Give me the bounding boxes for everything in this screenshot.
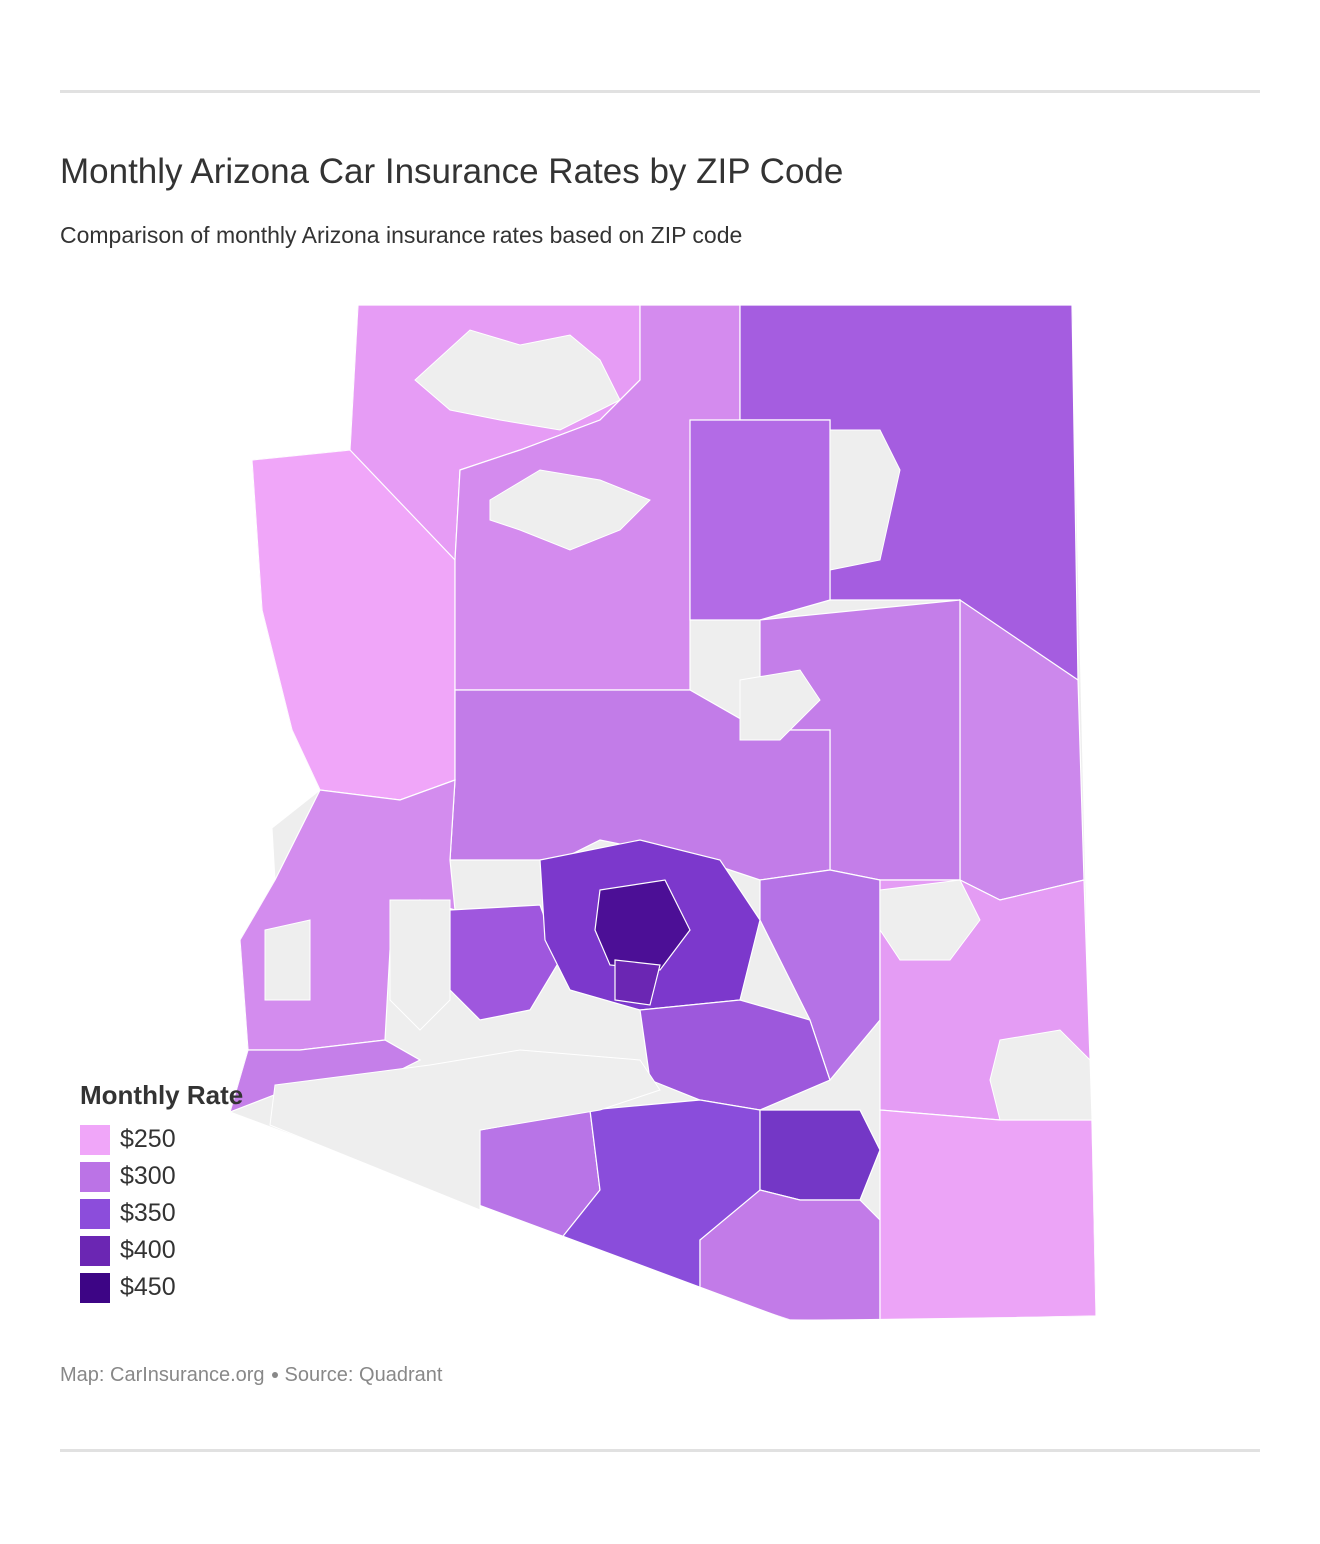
legend-title: Monthly Rate: [80, 1080, 244, 1110]
map-credit: Map: CarInsurance.org: [60, 1364, 265, 1386]
region-tucson: [759, 1109, 881, 1201]
legend-item: $400: [80, 1232, 243, 1269]
map-title: Monthly Arizona Car Insurance Rates by Z…: [60, 152, 844, 191]
region-phoenix-inner: [614, 959, 661, 1006]
bottom-divider: [60, 1449, 1260, 1452]
region-pinal: [639, 999, 831, 1111]
nodata-east: [879, 879, 981, 961]
legend-swatch: [80, 1272, 110, 1303]
legend-label: $450: [120, 1273, 176, 1301]
nodata-west-desert: [264, 919, 311, 1001]
map-subtitle: Comparison of monthly Arizona insurance …: [60, 222, 743, 248]
nodata-north: [414, 329, 621, 431]
region-coconino-east: [689, 419, 831, 621]
legend-item: $300: [80, 1158, 243, 1195]
legend-label: $350: [120, 1199, 176, 1227]
legend-label: $400: [120, 1236, 176, 1264]
nodata-fort-apache: [739, 669, 821, 741]
data-source: Source: Quadrant: [284, 1364, 443, 1386]
legend-swatch: [80, 1161, 110, 1192]
region-cochise: [879, 1109, 1096, 1320]
legend-item: $450: [80, 1269, 243, 1306]
legend-swatch: [80, 1124, 110, 1155]
separator-dot-icon: [271, 1371, 278, 1378]
legend-swatch: [80, 1235, 110, 1266]
legend-swatch: [80, 1198, 110, 1229]
nodata-san-carlos: [989, 1029, 1093, 1121]
legend-label: $250: [120, 1125, 176, 1153]
legend-item: $350: [80, 1195, 243, 1232]
nodata-west-desert-2: [389, 899, 451, 1031]
top-divider: [60, 90, 1260, 93]
map-legend: Monthly Rate $250 $300 $350 $400 $450: [80, 1080, 243, 1306]
legend-label: $300: [120, 1162, 176, 1190]
nodata-north-central: [489, 469, 651, 551]
legend-item: $250: [80, 1121, 243, 1158]
region-phoenix-core: [594, 879, 691, 971]
nodata-southwest: [269, 1049, 661, 1211]
region-gila: [759, 869, 881, 1082]
nodata-central-east: [829, 429, 901, 571]
map-footer: Map: CarInsurance.org Source: Quadrant: [60, 1364, 442, 1387]
